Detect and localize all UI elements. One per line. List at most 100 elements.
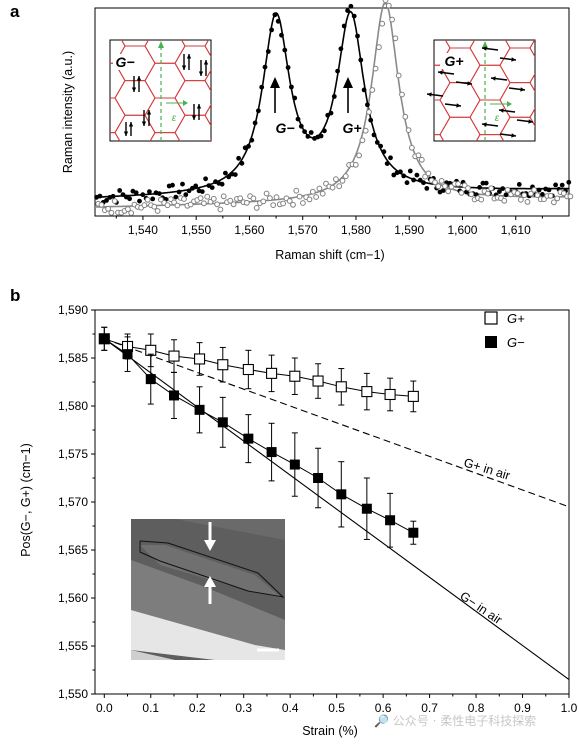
panel-b-xlabel: Strain (%) [302, 724, 358, 738]
marker-gplus [384, 388, 396, 401]
data-point-open [501, 197, 508, 204]
data-point-filled [173, 194, 179, 200]
inset-label-gplus: G+ [444, 53, 463, 69]
vector-arrow-icon [123, 131, 129, 136]
data-point-open [504, 187, 511, 193]
legend: G+ G− [484, 311, 525, 350]
graphene-lattice [55, 0, 211, 141]
data-point-open [290, 201, 296, 208]
data-point-open [319, 190, 326, 197]
y-tick-label: 1,570 [58, 495, 88, 509]
data-point-filled [199, 189, 205, 195]
data-point-filled [384, 161, 390, 167]
y-tick-label: 1,575 [58, 447, 88, 461]
data-point-filled [483, 180, 489, 186]
data-point-open [98, 202, 105, 208]
hex-cell [204, 69, 211, 93]
displacement-vectors [123, 54, 209, 136]
data-point-filled [368, 117, 374, 123]
peak-gplus-annotation: G+ [342, 77, 362, 136]
data-point-open [478, 196, 485, 203]
data-point-filled [226, 174, 232, 180]
hex-cell [55, 11, 95, 46]
x-tick-label: 1,590 [394, 223, 424, 237]
data-point-open [217, 206, 224, 213]
data-point-open [342, 173, 349, 180]
y-tick-label: 1,550 [58, 687, 88, 701]
marker-gminus [266, 447, 277, 458]
data-point-open [438, 178, 445, 184]
data-point-filled [308, 130, 314, 135]
data-point-filled [398, 169, 403, 175]
data-point-filled [209, 185, 215, 191]
data-point-open [300, 200, 306, 206]
vector-arrow-icon [128, 122, 134, 127]
data-point-open [333, 176, 339, 183]
legend-label-gminus: G− [507, 335, 525, 350]
peak-gminus-annotation: G− [270, 77, 295, 136]
panel-a-chart: 1,540 1,550 1,560 1,570 1,580 1,590 1,600 1,610… [55, 0, 574, 262]
data-point-open [197, 195, 204, 202]
data-point-filled [355, 33, 360, 39]
data-point-filled [219, 181, 225, 187]
x-tick-label: 1.0 [561, 701, 578, 715]
data-point-filled [358, 57, 364, 63]
data-point-open [455, 181, 462, 187]
data-point-open [547, 192, 554, 199]
hex-cell [530, 135, 570, 170]
data-point-filled [223, 170, 228, 176]
data-point-filled [246, 143, 251, 149]
panel-a-x-ticks: 1,540 1,550 1,560 1,570 1,580 1,590 1,600 1,610 [115, 216, 543, 237]
data-point-filled [322, 128, 327, 134]
data-point-open [468, 191, 475, 198]
data-point-open [105, 205, 111, 212]
data-point-open [270, 202, 277, 209]
x-tick-label: 1,540 [128, 223, 158, 237]
hex-cell [85, 0, 125, 29]
data-point-open [399, 91, 405, 98]
data-point-filled [262, 64, 268, 70]
data-point-open [409, 144, 415, 151]
data-point-filled [140, 192, 146, 198]
data-point-open [125, 206, 131, 213]
data-point-filled [186, 188, 192, 194]
x-tick-label: 0.2 [189, 701, 206, 715]
data-point-filled [417, 177, 423, 183]
marker-gplus [312, 375, 324, 387]
data-point-filled [183, 192, 189, 198]
data-point-filled [117, 188, 123, 193]
data-point-open [286, 198, 293, 204]
data-point-filled [150, 196, 156, 202]
data-point-open [108, 209, 115, 216]
data-point-open [220, 193, 227, 200]
gminus-in-air-label: G− in air [457, 589, 504, 627]
data-point-open [527, 190, 534, 197]
y-tick-label: 1,555 [58, 639, 88, 653]
data-point-open [435, 183, 442, 190]
data-point-filled [282, 47, 288, 53]
data-point-filled [338, 46, 344, 52]
inset-gplus: ε G+ [426, 39, 570, 170]
data-point-filled [259, 84, 265, 90]
data-point-filled [318, 133, 324, 139]
data-point-open [465, 185, 471, 192]
vector-arrow-icon [136, 76, 142, 81]
panel-a-frame [94, 7, 570, 217]
data-point-filled [156, 191, 162, 197]
x-tick-label: 0.9 [514, 701, 531, 715]
data-point-filled [503, 192, 509, 198]
marker-gminus [336, 489, 347, 500]
data-point-filled [424, 186, 430, 191]
vector-arrow-icon [456, 103, 461, 108]
x-tick-label: 0.4 [282, 701, 299, 715]
marker-gminus [217, 417, 228, 428]
data-point-filled [351, 13, 357, 19]
x-tick-label: 1,560 [234, 223, 264, 237]
vector-arrow-icon [511, 57, 516, 62]
x-tick-label: 0.0 [96, 701, 113, 715]
data-point-filled [272, 12, 278, 18]
x-tick-label: 0.7 [421, 701, 438, 715]
marker-gminus [385, 515, 396, 526]
data-point-open [273, 194, 280, 201]
data-point-filled [335, 68, 340, 74]
